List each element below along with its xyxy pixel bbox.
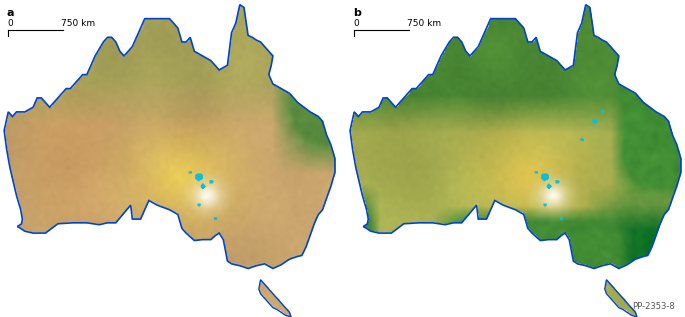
Text: 750 km: 750 km bbox=[407, 19, 441, 28]
Text: 0: 0 bbox=[353, 19, 360, 28]
Text: 0: 0 bbox=[8, 19, 14, 28]
Text: 750 km: 750 km bbox=[61, 19, 95, 28]
Text: a: a bbox=[7, 8, 14, 18]
Text: b: b bbox=[353, 8, 360, 18]
Text: PP-2353-8: PP-2353-8 bbox=[632, 302, 675, 311]
